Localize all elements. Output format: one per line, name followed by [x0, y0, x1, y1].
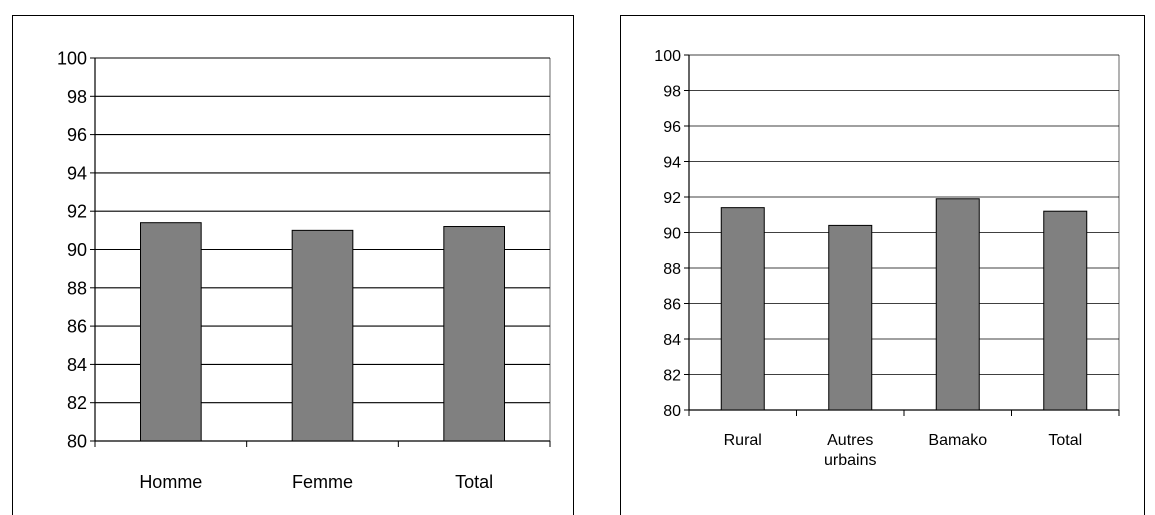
x-category-label: Femme — [292, 472, 353, 492]
y-tick-label: 86 — [67, 317, 87, 337]
chart-panel-left: 80 82 84 86 88 90 92 94 96 98 100 Homme Femme Total — [12, 15, 574, 515]
bar-bamako — [935, 198, 980, 411]
x-category-label: Bamako — [928, 432, 987, 449]
y-tick-label: 94 — [67, 163, 87, 183]
y-tick-label: 100 — [57, 48, 87, 68]
y-tick-label: 88 — [67, 278, 87, 298]
bar-autres-urbains — [828, 224, 873, 411]
y-tick-label: 80 — [67, 431, 87, 451]
y-tick-label: 88 — [663, 261, 681, 278]
y-tick-label: 86 — [663, 296, 681, 313]
x-category-label: Total — [1048, 432, 1082, 449]
y-tick-label: 96 — [67, 125, 87, 145]
y-tick-label: 84 — [663, 332, 681, 349]
x-category-label: Total — [455, 472, 493, 492]
y-tick-label: 98 — [663, 83, 681, 100]
y-tick-label: 90 — [67, 240, 87, 260]
x-category-label: Autres urbains — [824, 432, 876, 469]
bar-femme — [291, 229, 354, 442]
y-tick-label: 96 — [663, 119, 681, 136]
bar-rural — [720, 207, 765, 411]
x-category-label: Homme — [139, 472, 202, 492]
bar-total — [443, 226, 506, 442]
y-tick-label: 92 — [67, 202, 87, 222]
y-tick-label: 98 — [67, 87, 87, 107]
bar-chart-residence: 80 82 84 86 88 90 92 94 96 98 100 Rural Autres urbain… — [654, 48, 1120, 469]
bar-homme — [140, 222, 202, 442]
y-tick-label: 100 — [654, 48, 681, 65]
y-tick-label: 92 — [663, 190, 681, 207]
y-tick-label: 82 — [663, 367, 681, 384]
y-tick-label: 80 — [663, 403, 681, 420]
chart-panel-right: 80 82 84 86 88 90 92 94 96 98 100 Rural Autres urbain… — [620, 15, 1145, 515]
y-tick-label: 84 — [67, 355, 87, 375]
y-tick-label: 90 — [663, 225, 681, 242]
x-category-label: Rural — [724, 432, 762, 449]
y-tick-label: 82 — [67, 393, 87, 413]
bar-chart-sex: 80 82 84 86 88 90 92 94 96 98 100 Homme Femme Total — [57, 48, 551, 492]
bar-total — [1043, 210, 1088, 411]
y-tick-label: 94 — [663, 154, 681, 171]
